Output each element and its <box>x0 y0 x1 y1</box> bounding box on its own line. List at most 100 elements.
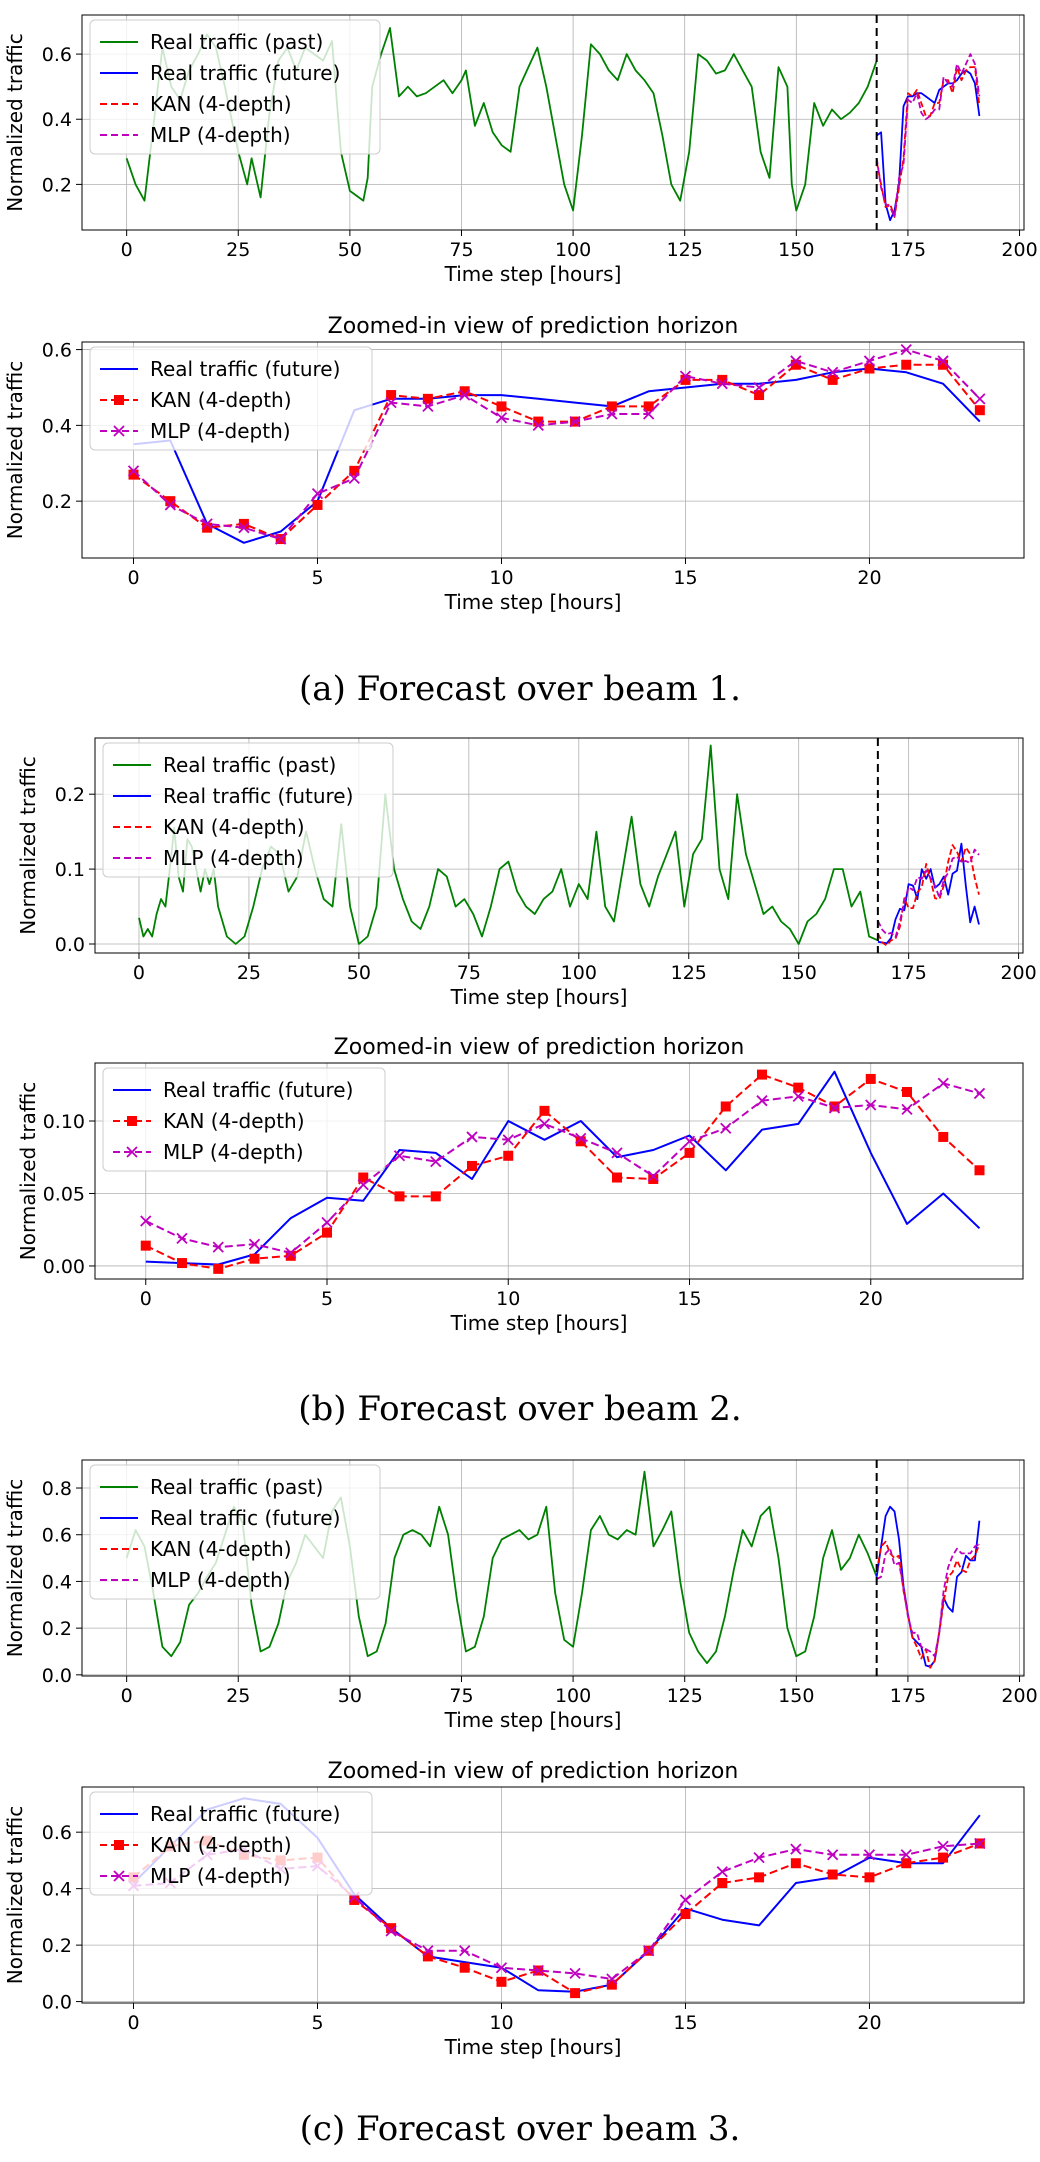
data-point-mlp <box>532 419 544 432</box>
x-tick-label: 10 <box>489 567 513 589</box>
data-point-kan <box>865 1073 876 1084</box>
data-point-kan <box>790 359 801 370</box>
data-point-kan <box>827 374 838 385</box>
data-point-kan <box>503 1150 514 1161</box>
chart-title: Zoomed-in view of prediction horizon <box>328 314 739 339</box>
axes-frame <box>81 1459 1025 1677</box>
axes-frame <box>81 14 1025 231</box>
data-point-kan <box>394 1191 405 1202</box>
chart-title: Zoomed-in view of prediction horizon <box>328 1759 739 1784</box>
x-tick-label: 50 <box>338 1685 362 1707</box>
x-tick-label: 200 <box>1001 1685 1037 1707</box>
legend-label-past: Real traffic (past) <box>163 753 336 777</box>
data-point-kan <box>680 1909 691 1920</box>
data-point-mlp <box>495 1962 508 1974</box>
data-point-mlp <box>357 1179 369 1191</box>
data-point-kan <box>349 1894 360 1905</box>
data-point-kan <box>358 1172 369 1183</box>
x-tick-label: 10 <box>489 2012 513 2034</box>
series-line-mlp <box>133 1842 980 1980</box>
data-point-mlp <box>974 393 986 405</box>
x-axis-label: Time step [hours] <box>444 262 622 286</box>
data-point-kan <box>717 374 728 385</box>
data-point-mlp <box>720 1122 732 1134</box>
plot-area <box>125 1460 981 1676</box>
data-point-kan <box>754 390 765 401</box>
series-line-future <box>877 842 980 945</box>
y-axis-label: Normalized traffic <box>16 756 40 934</box>
y-tick-label: 0.4 <box>42 1879 72 1901</box>
data-point-mlp <box>321 1216 333 1229</box>
data-point-mlp <box>212 1241 224 1253</box>
data-point-kan <box>459 386 470 397</box>
x-tick-label: 175 <box>891 962 927 984</box>
data-point-kan <box>539 1105 550 1116</box>
legend-marker-mlp <box>126 1146 138 1158</box>
data-point-kan <box>386 390 397 401</box>
data-point-mlp <box>502 1134 514 1146</box>
data-point-mlp <box>430 1155 442 1168</box>
chart-title: Zoomed-in view of prediction horizon <box>334 1035 745 1060</box>
data-point-kan <box>717 1878 728 1888</box>
x-tick-label: 125 <box>667 1685 703 1707</box>
x-axis-label: Time step [hours] <box>444 2035 622 2059</box>
axes-frame <box>81 1786 1025 2004</box>
data-point-mlp <box>422 400 434 413</box>
data-point-kan <box>754 1872 765 1883</box>
legend-label-future: Real traffic (future) <box>163 1078 353 1102</box>
data-point-kan <box>938 1131 949 1142</box>
data-point-kan <box>238 518 249 529</box>
plot-area <box>127 343 986 545</box>
caption-beam-3: (c) Forecast over beam 3. <box>300 2109 741 2149</box>
x-tick-label: 175 <box>890 1685 926 1707</box>
data-point-kan <box>938 359 949 370</box>
data-point-mlp <box>643 408 655 420</box>
data-point-mlp <box>176 1232 188 1245</box>
data-point-mlp <box>164 499 176 511</box>
beam2-zoom-chart: 0 5 10 15 20 0.00 0.05 0.10 Time step [hours] Nor… <box>16 1035 1024 1335</box>
data-point-kan <box>606 401 617 412</box>
data-point-kan <box>680 374 691 385</box>
x-tick-label: 15 <box>673 2012 697 2034</box>
data-point-kan <box>459 1962 470 1973</box>
series-line-kan <box>132 1839 981 1995</box>
data-point-mlp <box>575 1132 587 1145</box>
series-line-future <box>876 69 981 222</box>
y-tick-label: 0.05 <box>43 1183 85 1205</box>
legend-label-future: Real traffic (future) <box>150 1802 340 1826</box>
series-line-mlp <box>876 1543 980 1658</box>
data-point-kan <box>496 1976 507 1987</box>
series-line-kan <box>877 844 980 947</box>
legend-marker-mlp <box>113 425 125 437</box>
data-point-mlp <box>647 1170 659 1182</box>
series-line-future <box>875 1505 981 1668</box>
y-tick-label: 0.2 <box>42 1935 72 1957</box>
data-point-kan <box>901 1858 912 1869</box>
data-point-kan <box>570 1988 581 1999</box>
legend-label-kan: KAN (4-depth) <box>150 388 292 412</box>
caption-beam-2: (b) Forecast over beam 2. <box>298 1389 741 1429</box>
x-tick-label: 25 <box>226 1685 250 1707</box>
data-point-kan <box>312 499 323 510</box>
data-point-kan <box>349 465 360 476</box>
data-point-mlp <box>753 381 765 394</box>
y-tick-label: 0.2 <box>55 784 85 806</box>
data-point-mlp <box>900 343 912 356</box>
x-tick-label: 25 <box>226 239 250 261</box>
data-point-mlp <box>385 396 397 409</box>
data-point-mlp <box>863 1849 876 1861</box>
data-point-mlp <box>790 355 802 367</box>
x-tick-label: 5 <box>311 567 323 589</box>
data-point-kan <box>140 1240 151 1251</box>
data-point-mlp <box>201 518 213 530</box>
data-point-mlp <box>348 472 360 485</box>
data-point-mlp <box>248 1238 261 1250</box>
data-point-kan <box>202 522 213 533</box>
legend-marker-mlp <box>113 1870 125 1882</box>
data-point-mlp <box>275 533 287 545</box>
data-point-mlp <box>606 408 618 420</box>
series-line-kan <box>875 1540 981 1669</box>
data-point-mlp <box>827 1849 839 1861</box>
x-tick-label: 100 <box>555 239 591 261</box>
